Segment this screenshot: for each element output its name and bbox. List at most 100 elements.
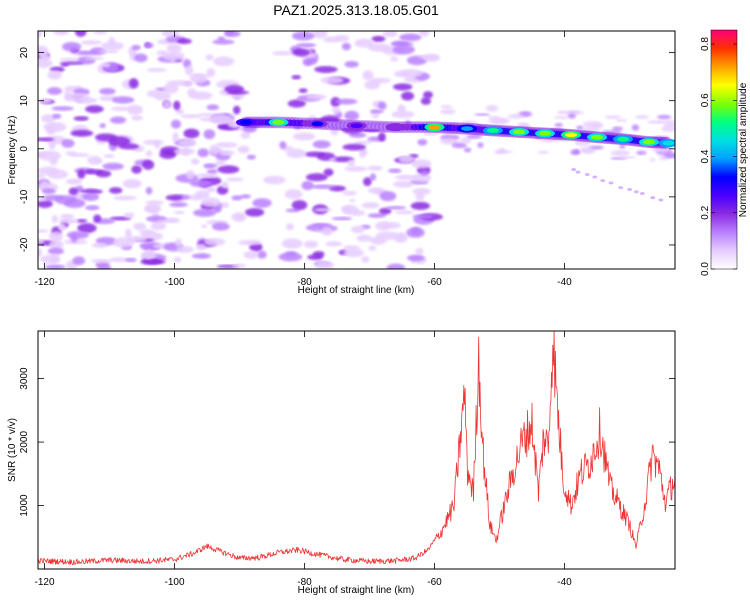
noise-blob xyxy=(422,53,441,62)
noise-blob xyxy=(221,181,229,189)
noise-blob xyxy=(240,194,252,199)
noise-blob xyxy=(279,141,287,149)
noise-blob xyxy=(163,83,179,94)
noise-blob xyxy=(96,265,112,269)
noise-blob xyxy=(330,126,339,136)
noise-blob xyxy=(619,144,626,149)
noise-blob xyxy=(238,239,262,246)
snr-x-tick-label: -100 xyxy=(164,577,184,588)
noise-blob xyxy=(73,116,89,121)
noise-blob xyxy=(343,248,364,258)
noise-blob xyxy=(99,123,106,129)
noise-blob xyxy=(463,147,472,153)
snr-y-tick-label: 1000 xyxy=(19,494,30,517)
signal-peak-center xyxy=(461,126,473,132)
noise-blob xyxy=(401,91,415,101)
noise-blob xyxy=(205,54,214,61)
noise-blob xyxy=(201,197,221,208)
noise-blob xyxy=(639,192,645,196)
spectrogram-y-label: Frequency (Hz) xyxy=(7,116,18,185)
noise-blob xyxy=(342,205,359,215)
noise-blob xyxy=(485,105,499,112)
noise-blob xyxy=(231,263,247,268)
noise-blob xyxy=(214,160,227,166)
noise-blob xyxy=(244,208,265,217)
noise-blob xyxy=(67,92,90,103)
noise-blob xyxy=(313,208,333,212)
noise-blob xyxy=(341,42,351,51)
noise-blob xyxy=(281,238,303,249)
noise-blob xyxy=(156,219,180,223)
noise-blob xyxy=(40,98,52,104)
noise-blob xyxy=(84,56,104,61)
noise-blob xyxy=(556,110,570,115)
spectrogram-y-tick-label: -10 xyxy=(19,189,30,204)
spectrogram-y-tick-label: 10 xyxy=(19,95,30,107)
noise-blob xyxy=(415,248,424,255)
noise-blob xyxy=(48,140,56,150)
signal-peak-center xyxy=(565,132,577,138)
noise-blob xyxy=(240,131,251,139)
noise-blob xyxy=(618,186,624,190)
noise-blob xyxy=(80,189,103,195)
noise-blob xyxy=(307,254,324,260)
noise-blob xyxy=(172,132,179,143)
noise-blob xyxy=(344,60,359,68)
noise-blob xyxy=(61,138,75,148)
noise-blob xyxy=(203,129,216,140)
noise-blob xyxy=(174,210,185,215)
noise-blob xyxy=(187,88,197,97)
signal-peak-center xyxy=(513,129,525,135)
noise-blob xyxy=(49,239,64,250)
noise-blob xyxy=(154,140,161,149)
noise-blob xyxy=(189,179,213,188)
noise-blob xyxy=(368,245,377,251)
noise-blob xyxy=(601,130,622,135)
noise-blob xyxy=(329,157,337,162)
noise-blob xyxy=(314,65,338,73)
noise-blob xyxy=(70,129,94,137)
noise-blob xyxy=(412,173,432,182)
noise-blob xyxy=(487,115,501,119)
noise-blob xyxy=(658,198,664,202)
noise-blob xyxy=(175,108,185,115)
noise-blob xyxy=(231,195,243,201)
noise-blob xyxy=(576,125,584,130)
noise-blob xyxy=(474,113,490,116)
noise-blob xyxy=(412,214,434,219)
noise-blob xyxy=(142,139,164,145)
noise-blob xyxy=(440,137,458,145)
noise-blob xyxy=(162,51,185,61)
noise-blob xyxy=(90,259,112,263)
noise-blob xyxy=(650,196,656,200)
noise-blob xyxy=(451,142,467,149)
noise-blob xyxy=(539,138,560,142)
noise-blob xyxy=(45,264,66,269)
noise-blob xyxy=(101,41,124,51)
noise-blob xyxy=(93,214,102,223)
noise-blob xyxy=(203,163,218,169)
noise-blob xyxy=(231,212,247,222)
noise-blob xyxy=(146,89,161,98)
noise-blob xyxy=(534,136,542,140)
noise-blob xyxy=(487,118,507,124)
noise-blob xyxy=(173,148,195,155)
noise-blob xyxy=(332,106,341,114)
noise-blob xyxy=(47,247,64,255)
noise-blob xyxy=(323,168,334,177)
noise-blob xyxy=(47,87,63,95)
noise-blob xyxy=(661,125,675,132)
signal-peak-center xyxy=(617,136,629,142)
colorbar-tick-label: 0.4 xyxy=(700,149,711,163)
noise-blob xyxy=(38,152,51,156)
noise-blob xyxy=(146,68,167,73)
noise-blob xyxy=(417,139,428,146)
noise-blob xyxy=(388,168,402,174)
noise-blob xyxy=(635,114,649,120)
noise-blob xyxy=(292,48,310,57)
noise-blob xyxy=(186,169,195,180)
noise-blob xyxy=(344,110,360,121)
noise-blob xyxy=(178,139,197,147)
snr-frame xyxy=(37,330,676,570)
